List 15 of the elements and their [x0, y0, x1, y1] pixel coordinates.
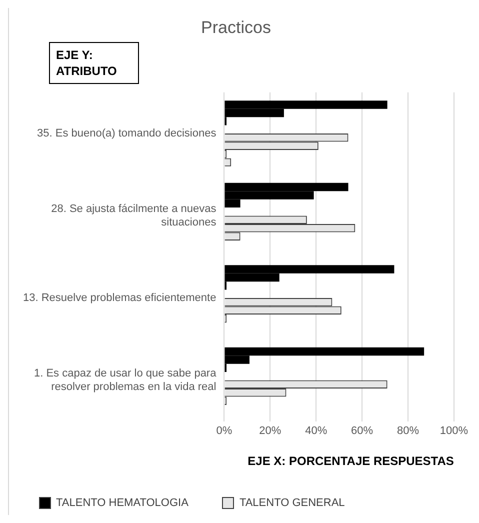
y-tick-label: 13. Resuelve problemas eficientemente — [22, 292, 216, 304]
legend-label: TALENTO GENERAL — [239, 497, 345, 509]
x-tick-label: 40% — [305, 425, 328, 438]
y-tick-label: 35. Es bueno(a) tomando decisiones — [37, 128, 217, 140]
y-tick-label: 1. Es capaz de usar lo que sabe para resolver problemas en la vida real — [34, 368, 218, 393]
x-axis-title: EJE X: PORCENTAJE RESPUESTAS — [248, 454, 454, 468]
x-tick-label: 20% — [259, 425, 282, 438]
y-tick-label: 28. Se ajusta fácilmente a nuevas situaciones — [51, 203, 217, 228]
x-tick-label: 100% — [440, 425, 468, 438]
y-axis-title: EJE Y: ATRIBUTO — [49, 42, 139, 84]
legend-label: TALENTO HEMATOLOGIA — [56, 497, 188, 509]
x-tick-label: 80% — [396, 425, 420, 438]
x-tick-label: 60% — [351, 425, 374, 438]
chart-title: Practicos — [201, 18, 271, 37]
x-tick-label: 0% — [216, 425, 232, 438]
